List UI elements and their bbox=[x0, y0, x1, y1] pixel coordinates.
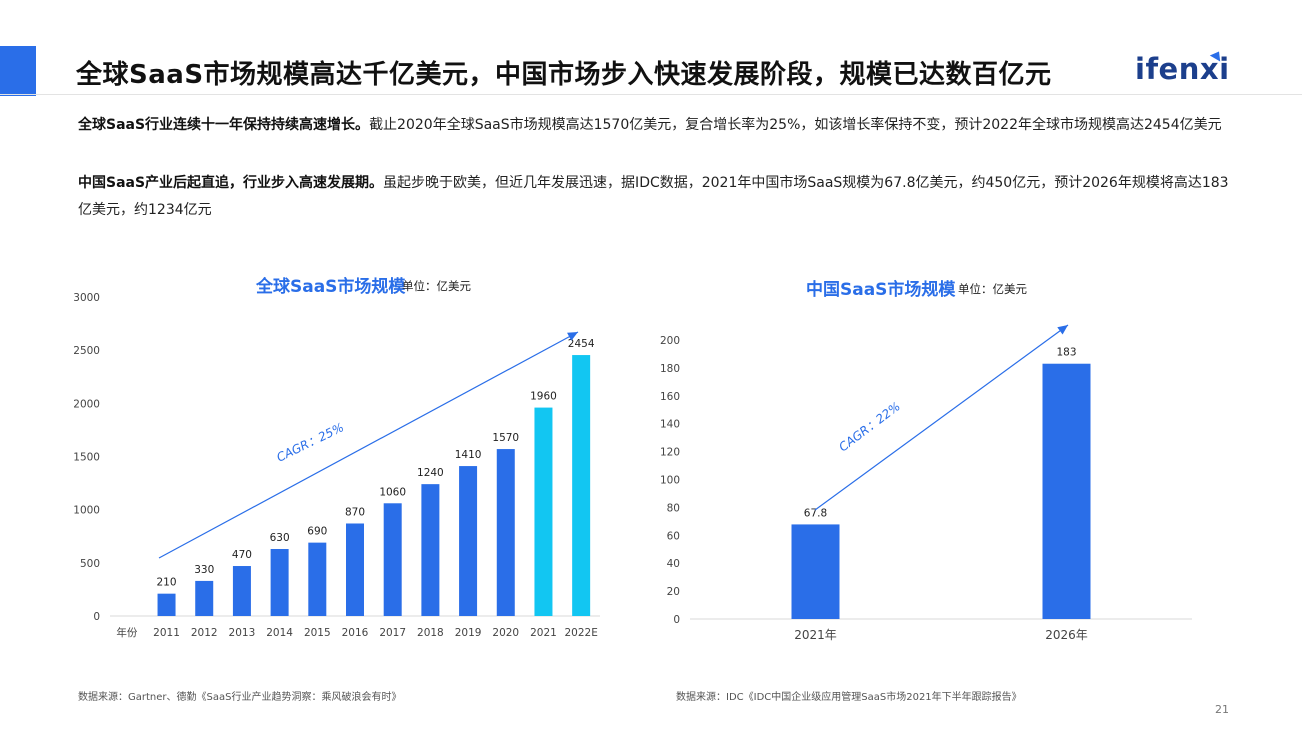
paragraph-global: 全球SaaS行业连续十一年保持持续高速增长。截止2020年全球SaaS市场规模高… bbox=[78, 112, 1238, 139]
china-y-tick-label: 80 bbox=[667, 502, 680, 514]
global-data-label: 1570 bbox=[492, 432, 519, 444]
global-trend-arrow-line bbox=[158, 331, 579, 559]
paragraph-china: 中国SaaS产业后起直追，行业步入高速发展期。虽起步晚于欧美，但近几年发展迅速，… bbox=[78, 170, 1238, 224]
global-y-tick-label: 0 bbox=[93, 611, 100, 623]
global-bar bbox=[572, 355, 591, 616]
accent-block bbox=[0, 46, 36, 96]
china-y-tick-label: 20 bbox=[667, 586, 680, 598]
global-x-tick-label: 2011 bbox=[153, 627, 180, 639]
china-data-label: 183 bbox=[1056, 347, 1076, 359]
global-data-label: 1240 bbox=[417, 467, 444, 479]
global-y-tick-label: 1000 bbox=[73, 505, 100, 517]
chart-china-title: 中国SaaS市场规模 bbox=[806, 280, 956, 300]
global-x-tick-label: 2015 bbox=[304, 627, 331, 639]
global-y-tick-label: 500 bbox=[80, 558, 100, 570]
chart-global-source: 数据来源：Gartner、德勤《SaaS行业产业趋势洞察：乘风破浪会有时》 bbox=[78, 692, 402, 703]
global-x-tick-label: 2019 bbox=[455, 627, 482, 639]
page-number: 21 bbox=[1215, 703, 1229, 716]
global-data-label: 210 bbox=[157, 577, 177, 589]
global-x-tick-label: 2014 bbox=[266, 627, 293, 639]
china-trend-arrow-line bbox=[814, 324, 1069, 511]
global-x-tick-label: 2021 bbox=[530, 627, 557, 639]
china-data-label: 67.8 bbox=[804, 507, 827, 519]
paragraph-global-body: 截止2020年全球SaaS市场规模高达1570亿美元，复合增长率为25%，如该增… bbox=[369, 117, 1222, 133]
china-y-tick-label: 200 bbox=[660, 335, 680, 347]
page-title: 全球SaaS市场规模高达千亿美元，中国市场步入快速发展阶段，规模已达数百亿元 bbox=[76, 60, 1052, 90]
global-y-tick-label: 2000 bbox=[73, 398, 100, 410]
global-data-label: 1960 bbox=[530, 391, 557, 403]
global-bar bbox=[383, 503, 402, 616]
global-trend-arrow-head bbox=[567, 332, 578, 341]
chart-china-unit: 单位：亿美元 bbox=[958, 282, 1027, 296]
global-data-label: 1410 bbox=[455, 449, 482, 461]
china-y-tick-label: 0 bbox=[673, 614, 680, 626]
global-y-tick-label: 1500 bbox=[73, 452, 100, 464]
global-x-axis-label: 年份 bbox=[116, 626, 137, 639]
global-data-label: 2454 bbox=[568, 338, 595, 350]
global-bar bbox=[157, 593, 176, 616]
global-data-label: 630 bbox=[270, 532, 290, 544]
china-y-tick-label: 120 bbox=[660, 447, 680, 459]
china-bar bbox=[1042, 363, 1091, 619]
global-data-label: 1060 bbox=[379, 486, 406, 498]
china-bar bbox=[791, 524, 840, 619]
china-trend-arrow-head bbox=[1057, 325, 1068, 335]
global-bar bbox=[232, 566, 251, 616]
china-y-tick-label: 60 bbox=[667, 530, 680, 542]
paragraph-global-lead: 全球SaaS行业连续十一年保持持续高速增长。 bbox=[78, 117, 370, 133]
global-bar bbox=[459, 466, 478, 616]
global-bar bbox=[308, 542, 327, 616]
global-x-tick-label: 2020 bbox=[492, 627, 519, 639]
global-data-label: 870 bbox=[345, 506, 365, 518]
china-y-tick-label: 160 bbox=[660, 391, 680, 403]
ifenxi-logo: ifenxi bbox=[1135, 52, 1230, 86]
global-data-label: 690 bbox=[307, 526, 327, 538]
global-x-tick-label: 2016 bbox=[342, 627, 369, 639]
chart-china: 0 20 40 60 80 100 120 140 160 180 200 67.8 2021年 183 2… bbox=[660, 324, 1192, 642]
china-x-tick-label: 2026年 bbox=[1045, 628, 1088, 642]
global-y-tick-label: 3000 bbox=[73, 292, 100, 304]
global-y-tick-label: 2500 bbox=[73, 345, 100, 357]
chart-global-title: 全球SaaS市场规模 bbox=[256, 277, 406, 297]
global-x-tick-label: 2022E bbox=[564, 627, 597, 639]
paragraph-china-lead: 中国SaaS产业后起直追，行业步入高速发展期。 bbox=[78, 175, 384, 191]
global-bar bbox=[534, 407, 553, 616]
global-x-tick-label: 2013 bbox=[229, 627, 256, 639]
global-bar bbox=[270, 549, 289, 616]
global-bar bbox=[195, 580, 214, 616]
header-divider bbox=[0, 94, 1302, 95]
china-y-tick-label: 140 bbox=[660, 419, 680, 431]
global-data-label: 470 bbox=[232, 549, 252, 561]
chart-china-source: 数据来源：IDC《IDC中国企业级应用管理SaaS市场2021年下半年跟踪报告》 bbox=[676, 692, 1022, 703]
global-data-label: 330 bbox=[194, 564, 214, 576]
global-x-tick-label: 2018 bbox=[417, 627, 444, 639]
global-bar bbox=[346, 523, 364, 616]
chart-global: 0 500 1000 1500 2000 2500 3000 年份 210 2011 330 2012… bbox=[73, 292, 600, 639]
global-bar bbox=[496, 449, 515, 616]
china-y-tick-label: 40 bbox=[667, 558, 680, 570]
global-cagr-annotation: CAGR：25% bbox=[274, 420, 346, 465]
global-x-tick-label: 2017 bbox=[379, 627, 406, 639]
china-y-tick-label: 180 bbox=[660, 363, 680, 375]
china-y-tick-label: 100 bbox=[660, 475, 680, 487]
chart-global-unit: 单位：亿美元 bbox=[402, 279, 471, 293]
china-cagr-annotation: CAGR：22% bbox=[836, 399, 903, 454]
china-x-tick-label: 2021年 bbox=[794, 628, 837, 642]
paragraph-china-body: 虽起步晚于欧美，但近几年发展迅速，据IDC数据，2021年中国市场SaaS规模为… bbox=[78, 175, 1229, 218]
global-bar bbox=[421, 484, 440, 616]
global-x-tick-label: 2012 bbox=[191, 627, 218, 639]
